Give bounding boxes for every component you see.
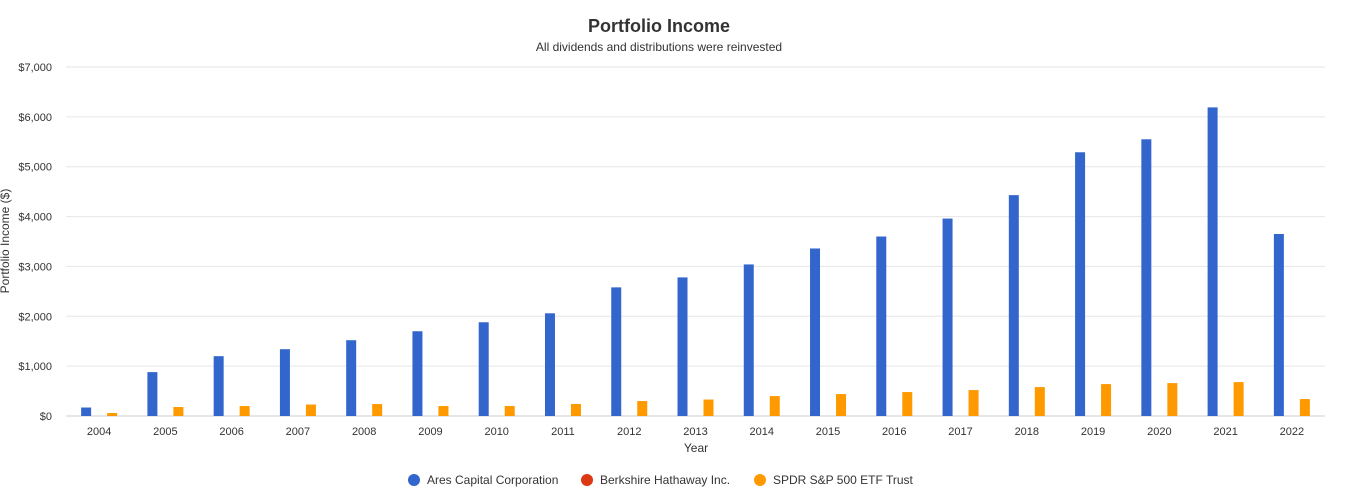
y-axis-title: Portfolio Income ($): [0, 189, 12, 294]
x-axis-ticks: 2004 2005 2006 2007 2008 2009 2010 2011 2012 2013…: [87, 426, 1304, 438]
y-tick-label: $5,000: [18, 162, 52, 174]
bar[interactable]: [570, 404, 581, 416]
bar[interactable]: [677, 277, 688, 416]
bar[interactable]: [412, 331, 423, 416]
x-tick-label: 2017: [948, 426, 972, 438]
x-tick-label: 2006: [219, 426, 243, 438]
x-tick-label: 2016: [882, 426, 906, 438]
x-tick-label: 2005: [153, 426, 177, 438]
legend-label: Berkshire Hathaway Inc.: [600, 473, 730, 487]
bar[interactable]: [305, 404, 316, 416]
bar[interactable]: [81, 407, 92, 416]
legend-label: Ares Capital Corporation: [427, 473, 558, 487]
y-tick-label: $2,000: [18, 311, 52, 323]
bar[interactable]: [478, 322, 489, 416]
bar[interactable]: [902, 392, 913, 416]
bar[interactable]: [1233, 382, 1244, 416]
x-tick-label: 2014: [750, 426, 774, 438]
bar[interactable]: [1167, 383, 1178, 416]
bar[interactable]: [1273, 234, 1284, 416]
bar[interactable]: [107, 413, 118, 416]
bar[interactable]: [836, 394, 847, 416]
bar[interactable]: [1141, 139, 1152, 417]
bar[interactable]: [769, 396, 780, 416]
bar[interactable]: [1101, 384, 1112, 416]
bar[interactable]: [1008, 195, 1019, 416]
bar[interactable]: [239, 406, 250, 416]
bar[interactable]: [703, 399, 714, 416]
legend-item[interactable]: Berkshire Hathaway Inc.: [581, 473, 730, 487]
chart-title: Portfolio Income: [588, 16, 730, 36]
chart-subtitle: All dividends and distributions were rei…: [536, 40, 782, 54]
x-tick-label: 2019: [1081, 426, 1105, 438]
y-tick-label: $0: [40, 411, 52, 423]
x-tick-label: 2009: [418, 426, 442, 438]
y-tick-label: $6,000: [18, 112, 52, 124]
bar[interactable]: [637, 401, 648, 416]
bar[interactable]: [213, 356, 224, 416]
bar[interactable]: [810, 248, 821, 416]
bar[interactable]: [611, 287, 622, 416]
bar[interactable]: [372, 404, 383, 416]
bar[interactable]: [504, 406, 515, 416]
x-tick-label: 2022: [1280, 426, 1304, 438]
x-tick-label: 2020: [1147, 426, 1171, 438]
bar[interactable]: [876, 236, 887, 416]
x-tick-label: 2008: [352, 426, 376, 438]
y-tick-label: $1,000: [18, 361, 52, 373]
bar[interactable]: [1207, 107, 1218, 417]
bar[interactable]: [279, 349, 290, 416]
legend-marker: [754, 474, 766, 486]
x-tick-label: 2011: [551, 426, 575, 438]
x-tick-label: 2004: [87, 426, 111, 438]
bar[interactable]: [346, 340, 357, 416]
bar[interactable]: [743, 264, 754, 416]
y-tick-label: $4,000: [18, 212, 52, 224]
bar[interactable]: [1299, 399, 1310, 416]
x-tick-label: 2012: [617, 426, 641, 438]
x-axis-title: Year: [684, 441, 708, 455]
legend-item[interactable]: SPDR S&P 500 ETF Trust: [754, 473, 913, 487]
x-tick-label: 2015: [816, 426, 840, 438]
bar[interactable]: [968, 390, 979, 416]
bar[interactable]: [942, 218, 953, 416]
x-tick-label: 2010: [484, 426, 508, 438]
legend-label: SPDR S&P 500 ETF Trust: [773, 473, 913, 487]
y-tick-label: $3,000: [18, 261, 52, 273]
legend-item[interactable]: Ares Capital Corporation: [408, 473, 558, 487]
y-tick-label: $7,000: [18, 62, 52, 74]
gridlines: [66, 66, 1325, 417]
bar[interactable]: [1075, 152, 1086, 416]
x-tick-label: 2007: [286, 426, 310, 438]
legend-marker: [408, 474, 420, 486]
bar[interactable]: [438, 406, 449, 416]
x-tick-label: 2013: [683, 426, 707, 438]
bar[interactable]: [1034, 387, 1045, 416]
bars: [81, 107, 1310, 417]
legend: Ares Capital Corporation Berkshire Hathaw…: [408, 473, 913, 487]
bar[interactable]: [544, 313, 555, 416]
legend-marker: [581, 474, 593, 486]
y-axis-ticks: $0 $1,000 $2,000 $3,000 $4,000 $5,000 $6,000 $7…: [18, 62, 52, 423]
x-tick-label: 2021: [1213, 426, 1237, 438]
bar[interactable]: [147, 372, 158, 416]
bar[interactable]: [173, 407, 184, 416]
x-tick-label: 2018: [1015, 426, 1039, 438]
